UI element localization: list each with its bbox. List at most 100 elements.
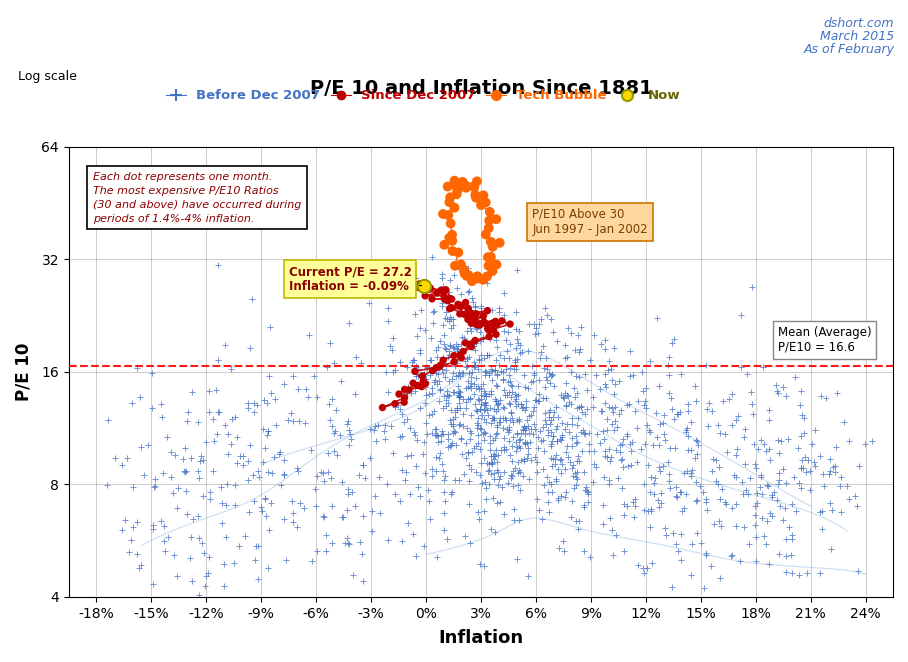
Point: [644, 504, 658, 514]
Point: [133, 442, 148, 452]
Point: [425, 388, 439, 399]
Point: [443, 311, 458, 322]
Point: [449, 346, 464, 357]
Point: [170, 503, 184, 514]
Point: [805, 438, 820, 449]
Point: [582, 446, 597, 456]
Point: [467, 388, 481, 399]
Point: [527, 402, 541, 412]
Point: [476, 379, 490, 390]
Point: [436, 320, 450, 330]
Point: [538, 408, 552, 418]
Point: [264, 498, 279, 508]
Point: [488, 451, 502, 461]
Point: [501, 477, 516, 488]
Point: [378, 434, 392, 445]
Point: [498, 363, 513, 374]
Point: [607, 425, 622, 436]
Point: [514, 427, 528, 438]
Point: [217, 420, 232, 430]
Point: [487, 325, 501, 336]
Point: [577, 428, 592, 439]
Point: [729, 415, 744, 426]
Point: [615, 483, 629, 493]
Point: [547, 381, 561, 391]
Point: [664, 393, 678, 403]
Point: [491, 449, 506, 460]
Point: [146, 524, 161, 535]
Point: [819, 393, 834, 403]
Point: [536, 464, 550, 475]
Point: [610, 422, 625, 432]
Point: [760, 479, 775, 490]
Point: [440, 181, 455, 192]
Point: [492, 303, 507, 314]
Point: [178, 467, 192, 477]
Point: [543, 452, 558, 463]
Point: [613, 447, 627, 457]
Point: [502, 399, 517, 409]
Point: [599, 424, 614, 435]
Point: [756, 530, 771, 541]
Point: [267, 452, 281, 463]
Point: [522, 428, 537, 438]
Point: [557, 393, 571, 403]
Point: [842, 493, 856, 504]
Point: [509, 414, 524, 425]
Point: [455, 177, 469, 187]
Point: [651, 502, 666, 512]
Point: [597, 446, 612, 456]
Point: [513, 348, 528, 358]
Point: [829, 388, 844, 399]
Point: [761, 481, 775, 492]
Point: [403, 387, 418, 398]
Point: [688, 435, 703, 446]
Point: [335, 477, 350, 487]
Point: [469, 319, 484, 330]
Point: [578, 482, 593, 493]
Point: [504, 456, 518, 467]
Point: [247, 495, 262, 506]
Point: [477, 426, 491, 437]
Point: [519, 415, 534, 426]
Point: [729, 472, 744, 483]
Point: [589, 428, 604, 439]
Point: [481, 465, 496, 475]
Point: [558, 353, 572, 363]
Point: [463, 381, 478, 391]
Point: [766, 487, 781, 498]
Point: [545, 461, 559, 471]
Point: [785, 534, 800, 544]
Point: [438, 470, 452, 481]
Point: [734, 310, 748, 320]
Point: [508, 394, 523, 404]
Point: [449, 189, 464, 199]
Point: [459, 438, 473, 449]
Point: [477, 321, 491, 332]
Point: [410, 371, 425, 381]
Point: [479, 494, 493, 504]
Point: [486, 493, 500, 503]
Point: [443, 192, 458, 203]
Point: [206, 436, 221, 446]
Point: [446, 428, 460, 438]
Point: [481, 369, 496, 380]
Point: [828, 460, 843, 471]
Point: [166, 549, 181, 560]
Point: [539, 393, 554, 403]
Point: [473, 404, 488, 414]
Point: [699, 505, 714, 516]
Point: [532, 318, 547, 329]
Point: [636, 562, 650, 573]
Point: [441, 210, 456, 220]
Point: [261, 426, 275, 436]
Point: [607, 416, 622, 426]
Point: [497, 352, 511, 363]
Point: [549, 421, 564, 432]
Point: [518, 429, 532, 440]
Point: [303, 445, 318, 455]
Point: [452, 403, 467, 414]
Point: [558, 388, 572, 399]
Point: [464, 337, 479, 348]
Point: [554, 491, 568, 501]
